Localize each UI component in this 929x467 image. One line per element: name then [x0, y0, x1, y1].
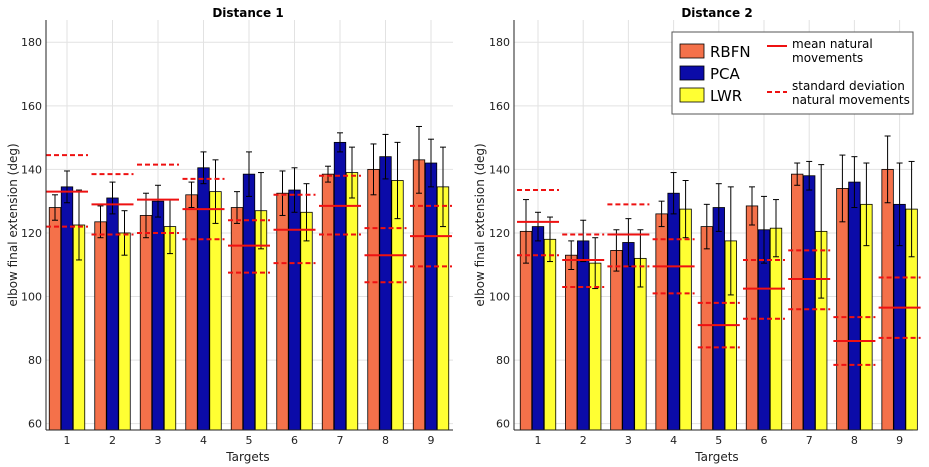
x-tick-label: 4 — [670, 434, 677, 447]
bar-pca-target-9 — [424, 162, 438, 431]
bar-pca-target-2 — [577, 240, 590, 431]
x-axis-label: Targets — [694, 450, 738, 464]
x-tick-label: 3 — [625, 434, 632, 447]
bar-lwr-target-2 — [118, 232, 131, 431]
legend-swatch-lwr — [679, 87, 705, 103]
legend-std-label-line1: standard deviation — [792, 79, 905, 93]
y-tick-label: 80 — [28, 354, 42, 367]
y-tick-label: 120 — [21, 227, 42, 240]
natural-movement-lines — [517, 189, 921, 366]
legend-mean-label-line1: mean natural — [792, 37, 873, 51]
bar-pca-target-6 — [288, 189, 301, 431]
y-tick-label: 120 — [489, 227, 510, 240]
x-axis-label: Targets — [225, 450, 269, 464]
panel-title: Distance 1 — [212, 6, 283, 20]
bar-pca-target-7 — [803, 175, 816, 431]
x-tick-label: 8 — [382, 434, 389, 447]
legend-mean-label-line2: movements — [792, 51, 863, 65]
legend-box — [671, 31, 914, 115]
x-tick-label: 6 — [291, 434, 298, 447]
bar-pca-target-8 — [848, 181, 861, 431]
bar-rbfn-target-8 — [367, 168, 380, 431]
x-tick-label: 3 — [155, 434, 162, 447]
bar-rbfn-target-8 — [836, 188, 849, 431]
x-tick-label: 1 — [64, 434, 71, 447]
bar-rbfn-target-2 — [565, 254, 578, 431]
x-tick-label: 4 — [200, 434, 207, 447]
bar-pca-target-1 — [60, 186, 74, 431]
bar-lwr-target-1 — [543, 238, 557, 431]
x-tick-label: 1 — [535, 434, 542, 447]
bar-rbfn-target-1 — [48, 207, 62, 431]
bar-lwr-target-4 — [679, 208, 692, 431]
bar-rbfn-target-3 — [610, 250, 623, 431]
bar-rbfn-target-9 — [881, 168, 894, 431]
x-tick-label: 5 — [246, 434, 253, 447]
bar-rbfn-target-4 — [185, 194, 198, 431]
x-tick-label: 2 — [580, 434, 587, 447]
bar-rbfn-target-9 — [412, 159, 426, 431]
axes: 60 80 100 120 140 160 180 1 2 3 4 5 6 7 8 9 — [489, 20, 913, 447]
legend-label-rbfn: RBFN — [710, 43, 751, 61]
y-tick-label: 80 — [496, 354, 510, 367]
legend-label-lwr: LWR — [710, 87, 742, 105]
x-tick-label: 2 — [109, 434, 116, 447]
bar-pca-target-5 — [242, 173, 256, 431]
bar-pca-target-8 — [379, 156, 392, 431]
y-tick-label: 140 — [21, 163, 42, 176]
x-tick-label: 7 — [337, 434, 344, 447]
bar-rbfn-target-5 — [230, 207, 244, 431]
bars-layer — [48, 125, 450, 431]
bar-pca-target-3 — [622, 242, 635, 431]
bar-pca-target-2 — [106, 197, 119, 431]
legend-std-label-line2: natural movements — [792, 93, 910, 107]
bar-rbfn-target-5 — [700, 226, 713, 431]
natural-movement-lines — [46, 154, 452, 284]
panel-title: Distance 2 — [681, 6, 752, 20]
bar-pca-target-1 — [531, 226, 545, 431]
y-tick-label: 180 — [21, 36, 42, 49]
bar-rbfn-target-7 — [321, 173, 335, 431]
y-axis-label: elbow final extension (deg) — [473, 143, 487, 306]
bar-rbfn-target-2 — [94, 221, 107, 431]
bar-rbfn-target-7 — [791, 173, 804, 431]
bar-rbfn-target-3 — [139, 215, 153, 431]
y-tick-label: 60 — [28, 418, 42, 431]
y-axis-label: elbow final extension (deg) — [6, 143, 20, 306]
bar-rbfn-target-4 — [655, 213, 668, 431]
x-tick-label: 9 — [896, 434, 903, 447]
bar-pca-target-4 — [667, 192, 680, 431]
bar-pca-target-5 — [712, 207, 725, 431]
bars-layer — [519, 135, 918, 431]
bar-pca-target-4 — [197, 167, 210, 431]
y-tick-label: 100 — [21, 291, 42, 304]
bar-lwr-target-3 — [163, 226, 177, 431]
y-tick-label: 100 — [489, 291, 510, 304]
y-tick-label: 180 — [489, 36, 510, 49]
x-tick-label: 8 — [851, 434, 858, 447]
x-tick-label: 6 — [761, 434, 768, 447]
axes: 60 80 100 120 140 160 180 1 2 3 4 5 6 7 8 9 — [21, 20, 453, 447]
bar-pca-target-7 — [333, 141, 347, 431]
y-tick-label: 160 — [489, 100, 510, 113]
bar-lwr-target-7 — [345, 172, 359, 431]
bar-lwr-target-6 — [769, 227, 783, 431]
x-tick-label: 7 — [806, 434, 813, 447]
y-tick-label: 140 — [489, 163, 510, 176]
bar-pca-target-3 — [151, 200, 165, 431]
x-tick-label: 5 — [715, 434, 722, 447]
legend-swatch-pca — [679, 65, 705, 81]
y-tick-label: 60 — [496, 418, 510, 431]
bar-lwr-target-4 — [209, 191, 222, 431]
legend: RBFN PCA LWR mean natural movements stan… — [671, 31, 914, 115]
legend-swatch-rbfn — [679, 43, 705, 59]
x-tick-label: 9 — [428, 434, 435, 447]
y-tick-label: 160 — [21, 100, 42, 113]
bar-lwr-target-6 — [300, 211, 313, 431]
legend-label-pca: PCA — [710, 65, 741, 83]
bar-rbfn-target-6 — [276, 192, 289, 431]
